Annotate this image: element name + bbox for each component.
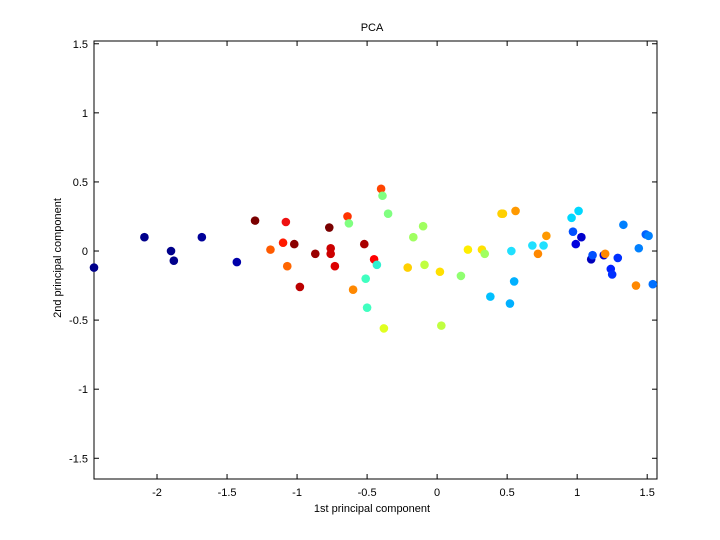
scatter-point <box>324 223 334 232</box>
scatter-point <box>403 263 413 272</box>
scatter-point <box>498 209 508 219</box>
scatter-point <box>344 219 354 228</box>
scatter-point <box>539 241 548 250</box>
y-axis-ticks: -1.5 -1 -0.5 0 0.5 1 1.5 <box>69 39 657 465</box>
scatter-point <box>542 231 551 241</box>
scatter-point <box>295 282 305 292</box>
x-axis-title: 1st principal component <box>314 503 430 515</box>
scatter-point <box>362 303 372 312</box>
scatter-point <box>232 257 242 267</box>
scatter-point <box>456 271 466 281</box>
scatter-point <box>281 217 291 227</box>
scatter-point <box>140 232 149 242</box>
scatter-point <box>169 256 179 265</box>
scatter-point <box>376 184 386 194</box>
scatter-point <box>250 216 260 225</box>
y-tick-label: -1.5 <box>69 453 88 465</box>
x-tick-label: -1 <box>292 487 302 499</box>
scatter-point <box>330 261 340 271</box>
scatter-point <box>505 299 515 308</box>
scatter-point <box>379 324 389 333</box>
y-tick-label: 1.5 <box>73 39 88 51</box>
scatter-point <box>634 243 644 253</box>
scatter-point <box>361 274 370 283</box>
y-tick-label: 0.5 <box>73 177 88 189</box>
x-tick-label: 1.5 <box>640 487 655 499</box>
y-axis-title: 2nd principal component <box>52 198 64 318</box>
scatter-point <box>528 241 537 250</box>
x-tick-label: -2 <box>152 487 162 499</box>
scatter-point <box>463 245 473 254</box>
scatter-point <box>418 221 428 231</box>
scatter-point <box>89 263 99 272</box>
y-tick-label: -1 <box>78 384 88 396</box>
x-tick-label: -1.5 <box>218 487 237 499</box>
scatter-point <box>607 270 617 279</box>
scatter-point <box>372 260 382 270</box>
scatter-point <box>166 246 176 256</box>
scatter-point <box>420 260 429 270</box>
x-tick-label: 0.5 <box>499 487 514 499</box>
scatter-point <box>266 245 275 254</box>
scatter-point <box>326 249 335 259</box>
scatter-point <box>437 321 446 330</box>
scatter-point <box>648 279 658 289</box>
scatter-point <box>533 249 543 259</box>
chart-title: PCA <box>361 22 384 34</box>
scatter-point <box>310 249 320 259</box>
scatter-point <box>289 239 299 249</box>
scatter-point <box>486 292 495 301</box>
scatter-point <box>568 227 578 236</box>
scatter-point <box>509 277 519 286</box>
y-tick-label: 0 <box>82 246 88 258</box>
scatter-point <box>574 206 583 216</box>
scatter-point <box>644 231 653 241</box>
scatter-point <box>577 232 586 242</box>
x-tick-label: 1 <box>574 487 580 499</box>
x-axis-ticks: -2 -1.5 -1 -0.5 0 0.5 1 1.5 <box>152 41 655 499</box>
scatter-point <box>571 239 581 249</box>
scatter-point <box>588 250 597 260</box>
x-tick-label: -0.5 <box>358 487 377 499</box>
scatter-point <box>480 249 490 259</box>
scatter-points <box>89 184 658 333</box>
scatter-point <box>507 246 516 256</box>
scatter-point <box>511 206 520 216</box>
scatter-point <box>278 238 288 248</box>
y-tick-label: 1 <box>82 108 88 120</box>
scatter-point <box>378 191 387 201</box>
scatter-point <box>435 267 445 277</box>
scatter-point <box>409 232 418 242</box>
scatter-point <box>348 285 358 295</box>
y-tick-label: -0.5 <box>69 315 88 327</box>
scatter-point <box>619 220 628 230</box>
scatter-point <box>197 232 207 242</box>
scatter-point <box>567 213 576 223</box>
scatter-point <box>343 212 352 221</box>
scatter-point <box>282 261 292 271</box>
scatter-point <box>631 281 641 290</box>
scatter-point <box>600 249 610 259</box>
scatter-point <box>383 209 393 219</box>
scatter-point <box>613 253 623 263</box>
x-tick-label: 0 <box>434 487 440 499</box>
scatter-point <box>359 239 369 249</box>
